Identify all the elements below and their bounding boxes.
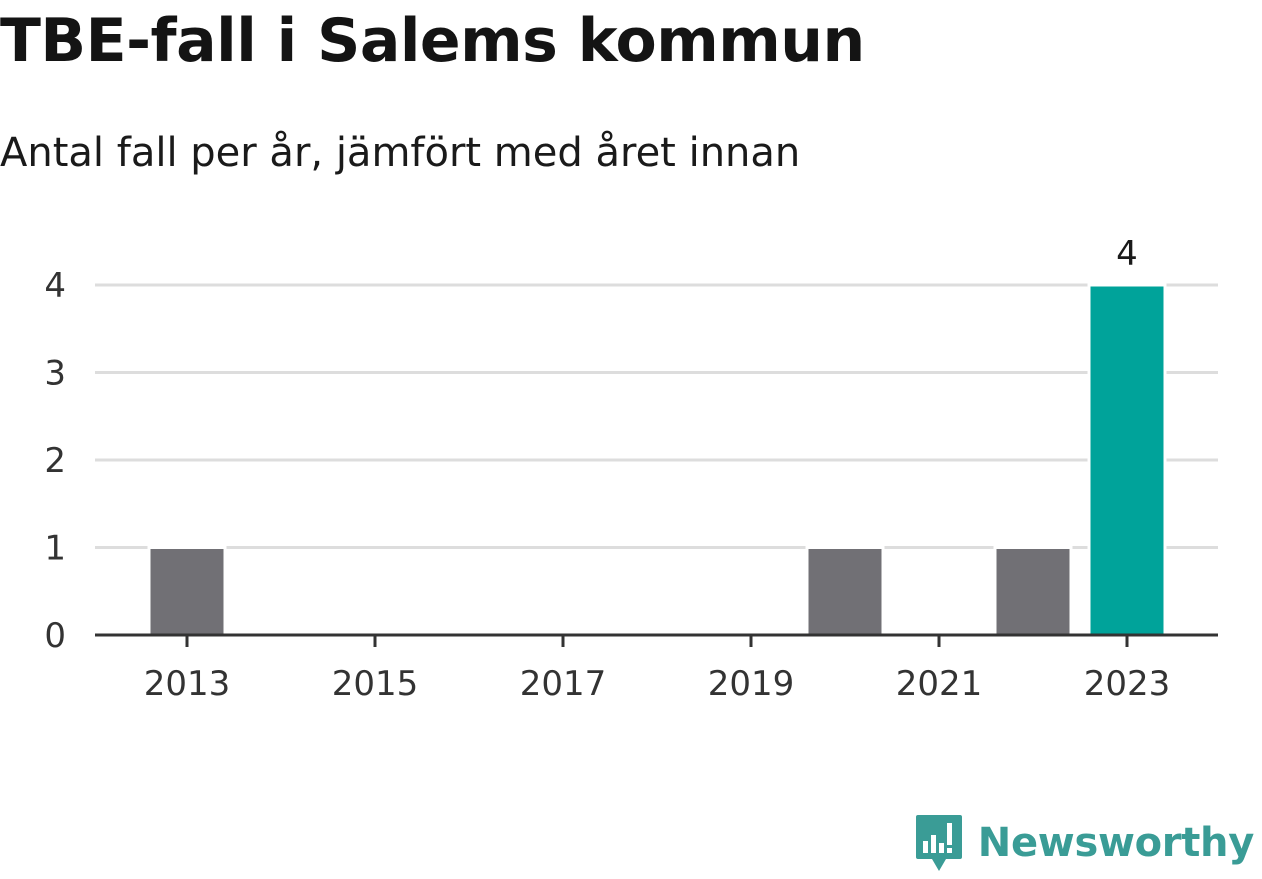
chart-title: TBE-fall i Salems kommun (0, 6, 865, 76)
y-tick-label: 0 (44, 616, 66, 656)
x-tick-label: 2019 (708, 664, 795, 704)
newsworthy-brand: Newsworthy (914, 813, 1254, 873)
x-tick-label: 2013 (144, 664, 231, 704)
bar-value-label: 4 (1116, 234, 1138, 274)
y-tick-label: 4 (44, 266, 66, 306)
x-tick-label: 2015 (332, 664, 419, 704)
labels: 0 1 2 3 4 4 2013 2015 2017 2019 2021 2023 (44, 234, 1170, 704)
bar (993, 546, 1073, 637)
newsworthy-logo-icon (915, 815, 962, 871)
bar (147, 546, 227, 637)
axes (95, 633, 1218, 647)
y-tick-label: 1 (44, 529, 66, 569)
x-tick-label: 2017 (520, 664, 607, 704)
y-tick-label: 2 (44, 441, 66, 481)
x-tick-label: 2023 (1084, 664, 1171, 704)
gridlines (95, 283, 1218, 549)
chart-subtitle: Antal fall per år, jämfört med året inna… (0, 130, 801, 176)
bar (805, 546, 885, 637)
bar-highlight (1087, 283, 1167, 637)
brand-name: Newsworthy (977, 820, 1255, 866)
y-tick-label: 3 (44, 354, 66, 394)
x-tick-label: 2021 (896, 664, 983, 704)
